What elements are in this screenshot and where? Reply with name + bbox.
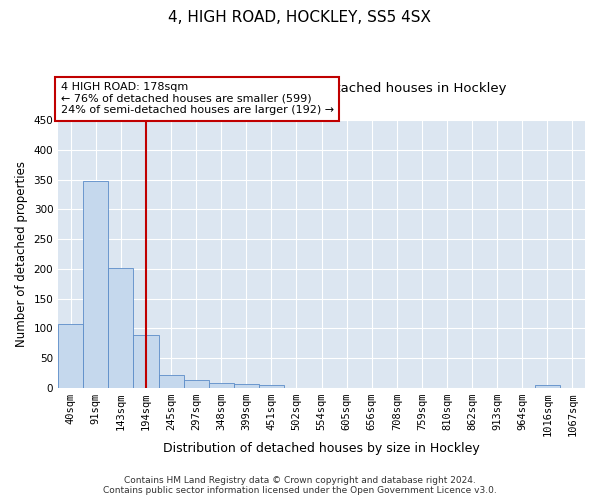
Bar [83,180,109,388]
Bar [109,268,133,388]
Text: 4, HIGH ROAD, HOCKLEY, SS5 4SX: 4, HIGH ROAD, HOCKLEY, SS5 4SX [169,10,431,25]
Bar [184,380,209,388]
Bar [535,386,560,388]
Text: Contains HM Land Registry data © Crown copyright and database right 2024.
Contai: Contains HM Land Registry data © Crown c… [103,476,497,495]
Bar [133,336,158,388]
Bar [234,384,259,388]
Text: 4 HIGH ROAD: 178sqm
← 76% of detached houses are smaller (599)
24% of semi-detac: 4 HIGH ROAD: 178sqm ← 76% of detached ho… [61,82,334,116]
Bar [158,374,184,388]
Y-axis label: Number of detached properties: Number of detached properties [15,161,28,347]
Bar [209,383,234,388]
Bar [259,386,284,388]
Bar [58,324,83,388]
Title: Size of property relative to detached houses in Hockley: Size of property relative to detached ho… [136,82,507,96]
X-axis label: Distribution of detached houses by size in Hockley: Distribution of detached houses by size … [163,442,480,455]
